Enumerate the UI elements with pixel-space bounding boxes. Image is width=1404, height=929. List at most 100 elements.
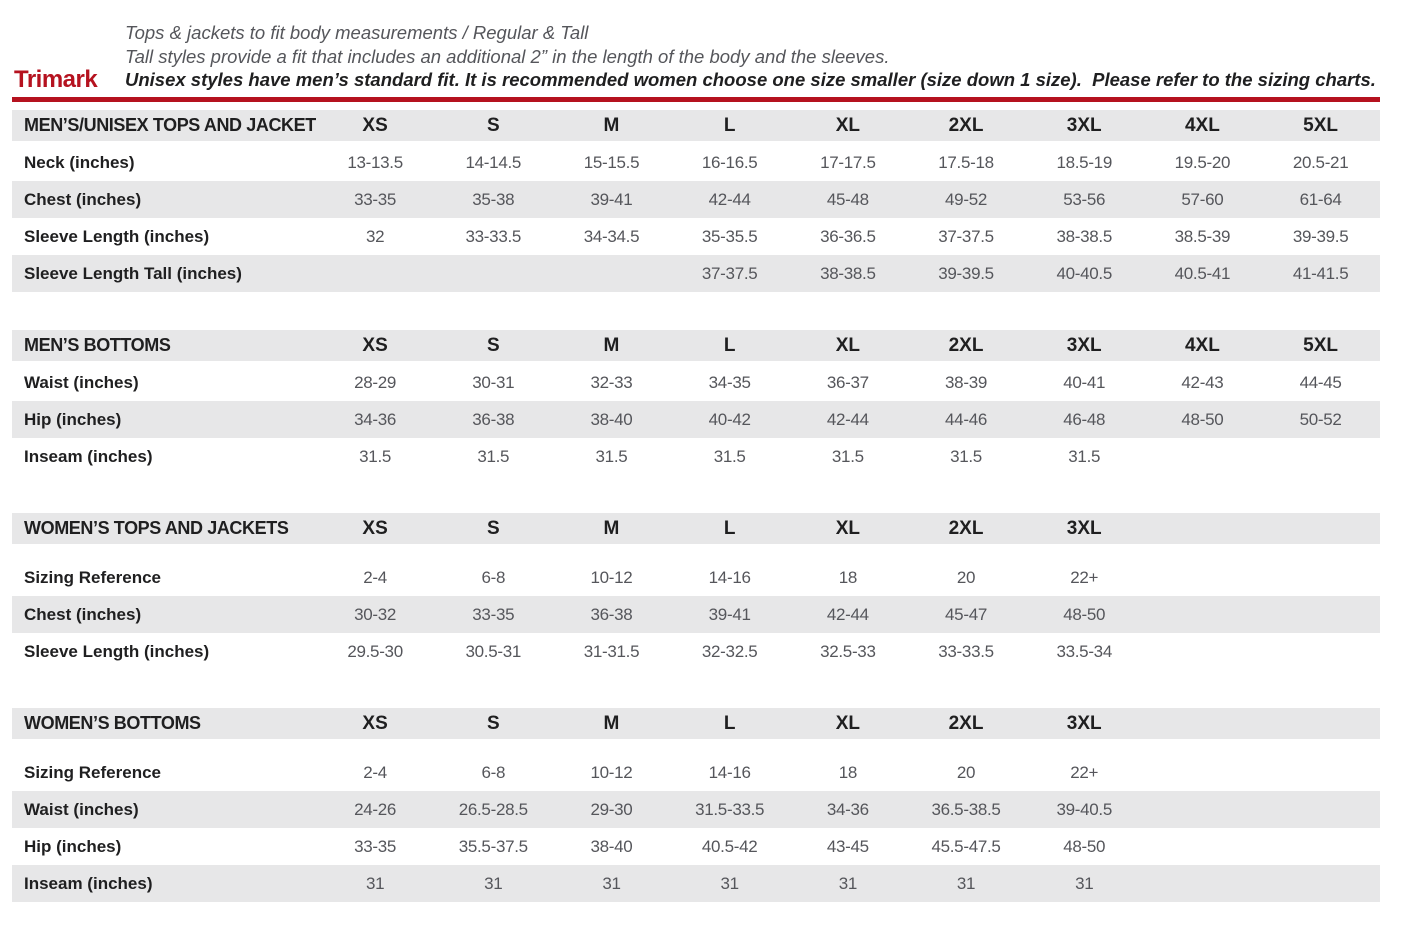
- cell-value: 31.5: [1068, 446, 1101, 466]
- note-unisex-line: Unisex styles have men’s standard fit. I…: [125, 69, 1376, 91]
- cell-value: 42-44: [826, 409, 869, 429]
- cell-value: 38-40: [590, 409, 633, 429]
- cell-value: 35.5-37.5: [458, 836, 528, 856]
- cell-value: 33.5-34: [1056, 641, 1112, 661]
- column-header: XS: [362, 114, 388, 136]
- cell-value: 29.5-30: [347, 641, 403, 661]
- cell-value: 36.5-38.5: [931, 799, 1001, 819]
- table-row: Sizing Reference 2-4 6-8 10-12 14-16 18 20 22+: [12, 754, 1380, 791]
- cell-value: 39-39.5: [938, 263, 994, 283]
- cell-value: 34-36: [826, 799, 869, 819]
- cell-value: 42-43: [1181, 372, 1224, 392]
- column-header: S: [486, 114, 500, 136]
- column-header: 5XL: [1303, 114, 1339, 136]
- note-tall-line: Tall styles provide a fit that includes …: [125, 45, 890, 67]
- cell-value: 39-41: [708, 604, 751, 624]
- cell-value: 24-26: [354, 799, 397, 819]
- column-header: L: [723, 712, 736, 734]
- cell-value: 14-16: [708, 762, 751, 782]
- table-row: Chest (inches) 33-35 35-38 39-41 42-44 45-48 4…: [12, 181, 1380, 218]
- cell-value: 45.5-47.5: [931, 836, 1001, 856]
- cell-value: 19.5-20: [1174, 152, 1231, 172]
- table-row: Sleeve Length Tall (inches) 37-37.5 38-38.…: [12, 255, 1380, 292]
- cell-value: 31: [838, 873, 858, 893]
- column-header: L: [723, 114, 736, 136]
- table-row: Hip (inches) 34-36 36-38 38-40 40-42 42-44 44-…: [12, 401, 1380, 438]
- cell-value: 36-38: [472, 409, 515, 429]
- row-label: Sleeve Length (inches): [24, 641, 210, 661]
- cell-value: 40-41: [1063, 372, 1106, 392]
- cell-value: 18: [838, 567, 858, 587]
- cell-value: 2-4: [363, 567, 387, 587]
- cell-value: 20.5-21: [1292, 152, 1349, 172]
- cell-value: 45-48: [826, 189, 869, 209]
- cell-value: 40.5-41: [1174, 263, 1231, 283]
- cell-value: 40.5-42: [701, 836, 758, 856]
- cell-value: 40-40.5: [1056, 263, 1112, 283]
- cell-value: 17.5-18: [938, 152, 994, 172]
- cell-value: 32.5-33: [820, 641, 876, 661]
- cell-value: 45-47: [945, 604, 988, 624]
- cell-value: 33-33.5: [465, 226, 522, 246]
- cell-value: 35-35.5: [701, 226, 758, 246]
- cell-value: 18: [838, 762, 858, 782]
- row-label: Chest (inches): [24, 604, 142, 624]
- cell-value: 31.5-33.5: [695, 799, 765, 819]
- cell-value: 31: [720, 873, 740, 893]
- column-header: S: [486, 517, 500, 539]
- row-label: Chest (inches): [24, 189, 142, 209]
- cell-value: 38-38.5: [820, 263, 876, 283]
- cell-value: 31.5: [831, 446, 864, 466]
- column-header: 3XL: [1066, 334, 1102, 356]
- cell-value: 44-45: [1299, 372, 1342, 392]
- cell-value: 42-44: [826, 604, 869, 624]
- column-header: 2XL: [948, 517, 984, 539]
- cell-value: 36-38: [590, 604, 633, 624]
- row-label: Waist (inches): [24, 799, 139, 819]
- column-header: 3XL: [1066, 114, 1102, 136]
- cell-value: 44-46: [945, 409, 988, 429]
- cell-value: 31.5: [950, 446, 982, 466]
- cell-value: 32-33: [590, 372, 633, 392]
- cell-value: 14-16: [708, 567, 751, 587]
- table-row: Inseam (inches) 31.5 31.5 31.5 31.5 31.5 31.5 3…: [12, 438, 1380, 475]
- cell-value: 48-50: [1181, 409, 1224, 429]
- table-header-row: WOMEN’S TOPS AND JACKETS XS S M L XL 2XL 3XL: [12, 513, 1380, 544]
- row-label: Sizing Reference: [24, 567, 161, 587]
- cell-value: 39-40.5: [1056, 799, 1112, 819]
- row-label: Sleeve Length (inches): [24, 226, 210, 246]
- column-header: 4XL: [1184, 114, 1220, 136]
- cell-value: 22+: [1070, 567, 1099, 587]
- table-title: WOMEN’S TOPS AND JACKETS: [24, 518, 289, 538]
- cell-value: 33-35: [472, 604, 515, 624]
- cell-value: 15-15.5: [583, 152, 640, 172]
- cell-value: 30-32: [354, 604, 397, 624]
- cell-value: 26.5-28.5: [458, 799, 528, 819]
- cell-value: 31: [1075, 873, 1094, 893]
- row-label: Inseam (inches): [24, 873, 153, 893]
- cell-value: 39-41: [590, 189, 633, 209]
- cell-value: 34-35: [708, 372, 751, 392]
- table-row: Sleeve Length (inches) 29.5-30 30.5-31 31-3…: [12, 633, 1380, 670]
- tables-area: MEN’S/UNISEX TOPS AND JACKETS XS S M L XL 2XL 3…: [12, 110, 1380, 929]
- cell-value: 10-12: [590, 762, 633, 782]
- divider-rule: [12, 97, 1380, 102]
- cell-value: 30.5-31: [465, 641, 522, 661]
- cell-value: 17-17.5: [820, 152, 876, 172]
- column-header: 2XL: [948, 712, 984, 734]
- cell-value: 32: [365, 226, 385, 246]
- cell-value: 38.5-39: [1174, 226, 1231, 246]
- column-header: M: [603, 517, 620, 539]
- column-header: S: [486, 334, 500, 356]
- row-label: Inseam (inches): [24, 446, 153, 466]
- cell-value: 6-8: [481, 762, 506, 782]
- cell-value: 50-52: [1299, 409, 1342, 429]
- cell-value: 33-35: [354, 189, 397, 209]
- cell-value: 33-35: [354, 836, 397, 856]
- cell-value: 22+: [1070, 762, 1099, 782]
- column-header: XS: [362, 517, 388, 539]
- cell-value: 31-31.5: [583, 641, 640, 661]
- cell-value: 38-40: [590, 836, 633, 856]
- column-header: S: [486, 712, 500, 734]
